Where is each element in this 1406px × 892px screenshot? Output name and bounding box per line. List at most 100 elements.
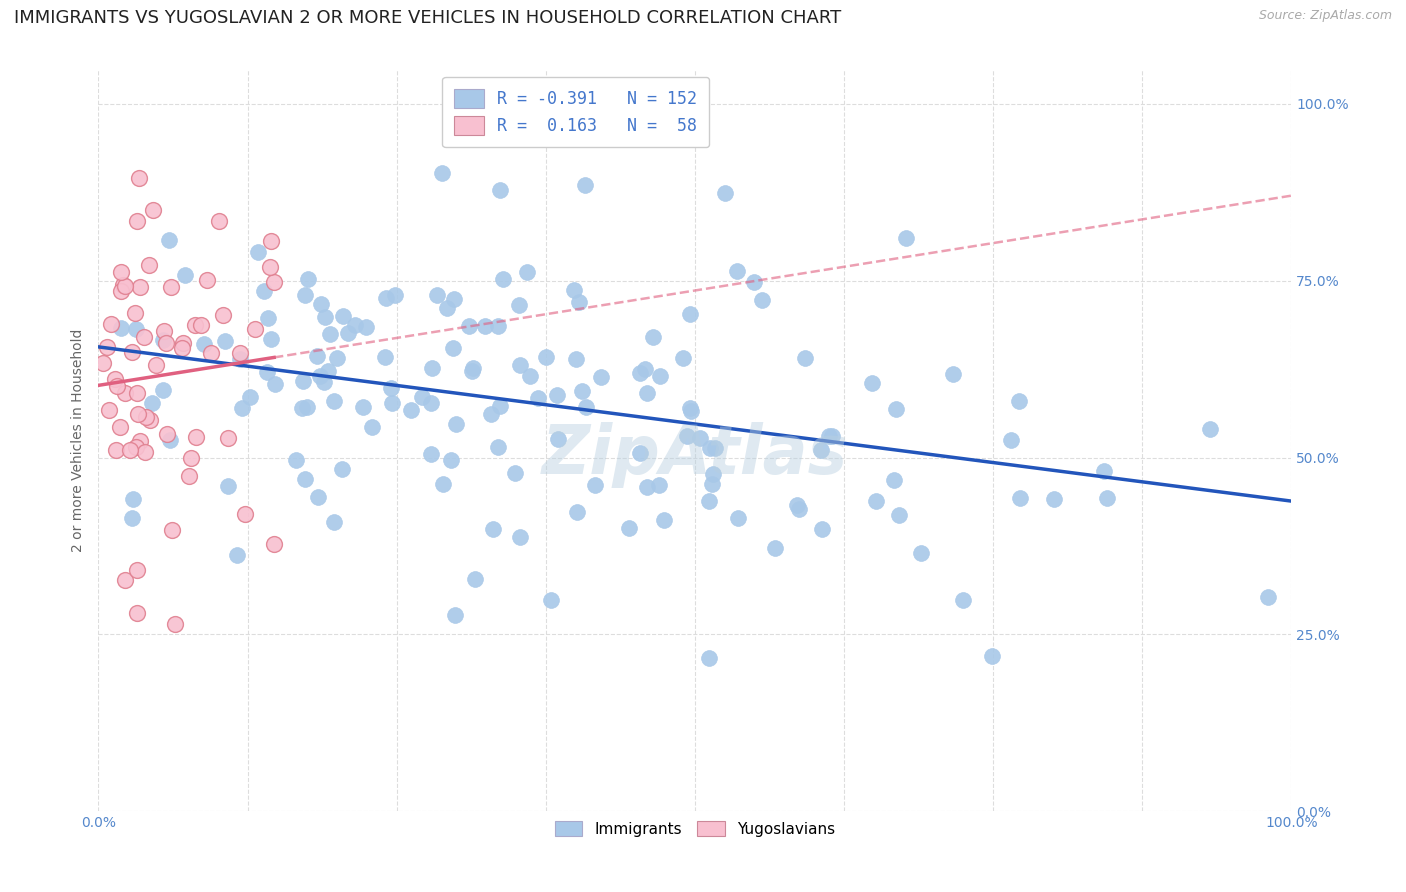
Point xyxy=(636,386,658,401)
Point xyxy=(138,258,160,272)
Point xyxy=(180,450,202,465)
Point xyxy=(214,334,236,348)
Point xyxy=(884,402,907,417)
Point xyxy=(100,318,122,332)
Point xyxy=(702,467,724,481)
Point xyxy=(375,291,398,305)
Point xyxy=(562,283,585,297)
Point xyxy=(344,318,367,332)
Point xyxy=(636,479,658,493)
Point xyxy=(173,268,195,282)
Point xyxy=(127,407,149,421)
Point xyxy=(1008,491,1031,505)
Point xyxy=(503,466,526,480)
Point xyxy=(307,490,329,504)
Point xyxy=(583,478,606,492)
Point xyxy=(309,368,332,383)
Point xyxy=(575,401,598,415)
Point xyxy=(195,273,218,287)
Text: Source: ZipAtlas.com: Source: ZipAtlas.com xyxy=(1258,9,1392,22)
Point xyxy=(330,462,353,476)
Point xyxy=(125,322,148,336)
Point xyxy=(441,341,464,355)
Point xyxy=(141,395,163,409)
Point xyxy=(461,364,484,378)
Point xyxy=(419,396,441,410)
Point xyxy=(322,394,344,409)
Point xyxy=(263,276,285,290)
Point xyxy=(678,401,700,415)
Point xyxy=(1008,394,1031,409)
Point xyxy=(628,445,651,459)
Point xyxy=(727,511,749,525)
Point xyxy=(108,419,131,434)
Point xyxy=(896,230,918,244)
Point xyxy=(516,265,538,279)
Point xyxy=(247,244,270,259)
Point xyxy=(132,330,155,344)
Point xyxy=(981,649,1004,664)
Point xyxy=(887,508,910,523)
Point xyxy=(125,607,148,621)
Point xyxy=(212,308,235,322)
Point xyxy=(432,477,454,491)
Point xyxy=(384,288,406,302)
Point xyxy=(1000,433,1022,447)
Point xyxy=(129,434,152,449)
Point xyxy=(786,499,808,513)
Point xyxy=(239,390,262,404)
Point xyxy=(571,384,593,398)
Point xyxy=(641,329,664,343)
Point xyxy=(488,183,510,197)
Point xyxy=(679,307,702,321)
Point xyxy=(124,305,146,319)
Point xyxy=(568,295,591,310)
Point xyxy=(103,372,125,386)
Point xyxy=(519,368,541,383)
Point xyxy=(704,441,727,455)
Point xyxy=(114,573,136,587)
Point xyxy=(1199,422,1222,436)
Point xyxy=(142,203,165,218)
Point xyxy=(172,336,194,351)
Point xyxy=(314,375,336,389)
Point xyxy=(121,511,143,525)
Point xyxy=(787,501,810,516)
Point xyxy=(193,337,215,351)
Point xyxy=(260,332,283,346)
Point xyxy=(534,350,557,364)
Point xyxy=(574,178,596,192)
Point xyxy=(509,530,531,544)
Text: IMMIGRANTS VS YUGOSLAVIAN 2 OR MORE VEHICLES IN HOUSEHOLD CORRELATION CHART: IMMIGRANTS VS YUGOSLAVIAN 2 OR MORE VEHI… xyxy=(14,9,841,27)
Point xyxy=(231,401,253,416)
Point xyxy=(751,293,773,308)
Point xyxy=(152,333,174,347)
Point xyxy=(860,376,883,390)
Point xyxy=(170,342,193,356)
Point xyxy=(256,310,278,325)
Point xyxy=(697,493,720,508)
Point xyxy=(105,443,128,458)
Point xyxy=(763,541,786,556)
Point xyxy=(446,417,468,431)
Point xyxy=(112,277,135,292)
Point xyxy=(591,369,613,384)
Point xyxy=(110,321,132,335)
Point xyxy=(380,381,402,395)
Point xyxy=(318,326,340,341)
Point xyxy=(489,399,512,413)
Point xyxy=(128,171,150,186)
Point xyxy=(672,351,695,366)
Point xyxy=(443,292,465,306)
Point xyxy=(381,396,404,410)
Point xyxy=(942,368,965,382)
Point xyxy=(323,515,346,529)
Point xyxy=(243,322,266,336)
Point xyxy=(159,434,181,448)
Point xyxy=(360,419,382,434)
Point xyxy=(527,391,550,405)
Point xyxy=(110,265,132,279)
Point xyxy=(160,280,183,294)
Point xyxy=(399,403,422,417)
Point xyxy=(226,548,249,562)
